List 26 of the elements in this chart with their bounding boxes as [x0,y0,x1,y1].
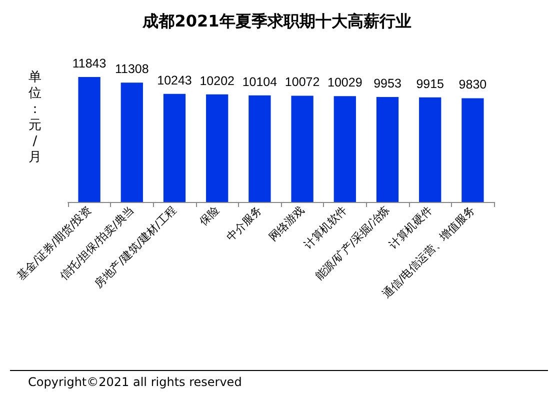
bar [291,96,314,202]
text: Copyright©2021 all rights reserved [28,375,242,389]
bar [462,98,484,202]
x-tick-label: 保险 [196,203,222,228]
bar [120,82,143,202]
data-label: 9830 [458,78,487,92]
data-label: 10104 [242,74,278,89]
y-axis-title: 单位：元/月 [28,70,42,166]
x-tick-label: 中介服务 [224,203,264,244]
bar [248,95,271,202]
bar [78,77,100,202]
data-label: 10202 [200,74,235,88]
bar [419,97,442,202]
bar [376,96,399,202]
data-label: 11308 [114,62,149,76]
data-label: 11843 [72,56,106,70]
data-label: 10243 [157,73,192,88]
data-label: 10072 [284,75,320,90]
bar [334,96,356,202]
data-label: 9915 [416,76,444,91]
data-label: 10029 [328,76,362,90]
data-label: 9953 [374,76,402,90]
x-tick-label: 网络游戏 [266,203,307,244]
bar [206,94,228,202]
chart-title: 成都2021年夏季求职期十大高薪行业 [142,12,412,30]
bar [163,94,186,202]
